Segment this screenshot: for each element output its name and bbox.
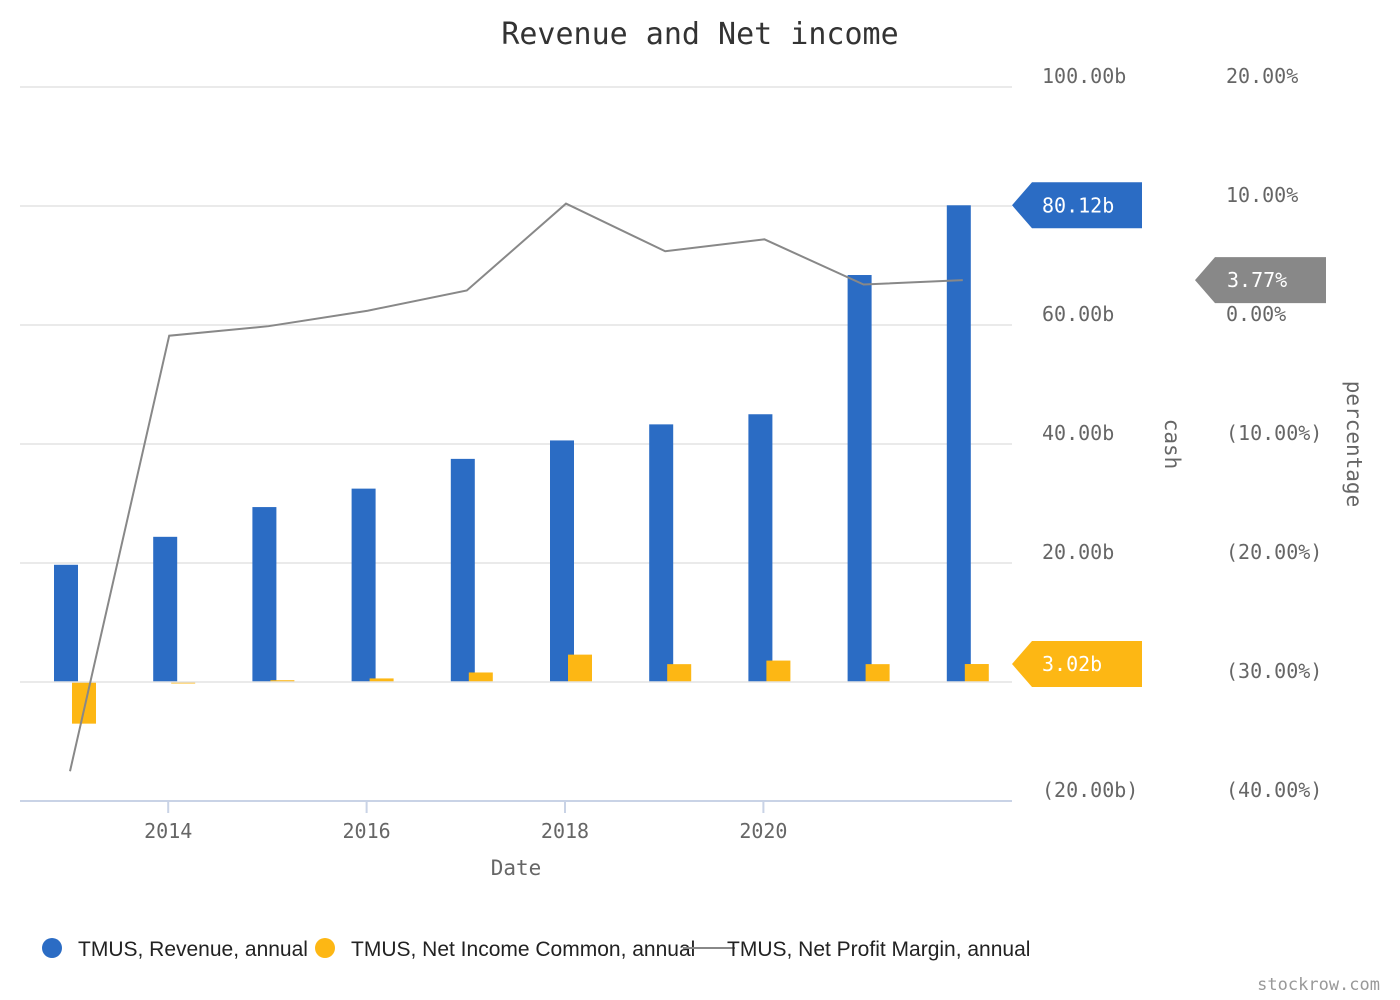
badge-3.02b: 3.02b xyxy=(1012,641,1142,688)
legend-marker xyxy=(315,938,335,958)
badge-label: 3.02b xyxy=(1042,652,1102,676)
net-profit-margin-polyline xyxy=(69,202,963,772)
revenue-bar-2021 xyxy=(847,275,872,682)
legend-item: TMUS, Revenue, annual xyxy=(42,938,308,961)
legend-marker xyxy=(42,938,62,958)
net-income-bar-2015 xyxy=(270,680,295,682)
badge-label: 3.77% xyxy=(1227,268,1287,292)
chart-title: Revenue and Net income xyxy=(501,17,898,52)
revenue-bar-2020 xyxy=(748,414,773,682)
x-tick-label: 2018 xyxy=(541,819,589,843)
net-income-bar-2021 xyxy=(865,664,890,682)
revenue-bar-2013 xyxy=(54,564,78,682)
x-tick-label: 2014 xyxy=(144,819,192,843)
y2-tick-label: (20.00%) xyxy=(1226,540,1322,564)
badge-3.77%: 3.77% xyxy=(1195,257,1326,304)
y2-tick-label: (30.00%) xyxy=(1226,659,1322,683)
left-axis-title: cash xyxy=(1160,419,1184,470)
x-axis: 2014 2016 2018 2020 xyxy=(144,801,787,843)
net-income-bar-2013 xyxy=(72,682,96,724)
legend-label: TMUS, Revenue, annual xyxy=(78,938,308,961)
legend-label: TMUS, Net Profit Margin, annual xyxy=(727,938,1030,961)
badge-shape xyxy=(1195,257,1326,304)
y2-tick-label: 20.00% xyxy=(1226,64,1298,88)
y2-tick-label: (40.00%) xyxy=(1226,778,1322,802)
y-tick-label: (20.00b) xyxy=(1042,778,1138,802)
x-tick-label: 2020 xyxy=(739,819,787,843)
net-income-bar-2018 xyxy=(568,654,592,682)
net-profit-margin-line xyxy=(69,202,963,772)
revenue-bar-2014 xyxy=(153,536,178,682)
legend: TMUS, Revenue, annual TMUS, Net Income Co… xyxy=(42,938,1030,961)
y-tick-label: 20.00b xyxy=(1042,540,1114,564)
x-axis-title: Date xyxy=(491,856,542,880)
revenue-bar-2022 xyxy=(946,205,971,682)
legend-item: TMUS, Net Profit Margin, annual xyxy=(683,938,1030,961)
badge-label: 80.12b xyxy=(1042,193,1114,217)
revenue-bars xyxy=(54,205,971,682)
badge-shape xyxy=(1012,641,1142,688)
y-tick-label: 100.00b xyxy=(1042,64,1126,88)
y2-tick-label: 0.00% xyxy=(1226,302,1286,326)
net-income-bar-2019 xyxy=(667,664,692,682)
gridlines xyxy=(20,86,1012,802)
y2-tick-label: 10.00% xyxy=(1226,183,1298,207)
y2-tick-label: (10.00%) xyxy=(1226,421,1322,445)
net-income-bars xyxy=(72,654,989,724)
revenue-bar-2017 xyxy=(450,458,475,682)
legend-item: TMUS, Net Income Common, annual xyxy=(315,938,695,961)
revenue-bar-2015 xyxy=(252,507,277,682)
right-axis-title: percentage xyxy=(1342,381,1366,507)
right-axis-ticks: (40.00%) (30.00%) (20.00%) (10.00%) 0.00% 10.… xyxy=(1226,64,1322,802)
revenue-bar-2019 xyxy=(649,424,674,682)
net-income-bar-2017 xyxy=(468,672,493,682)
revenue-bar-2018 xyxy=(550,440,574,682)
y-tick-label: 40.00b xyxy=(1042,421,1114,445)
credit-text: stockrow.com xyxy=(1257,975,1380,995)
legend-label: TMUS, Net Income Common, annual xyxy=(351,938,695,961)
badge-80.12b: 80.12b xyxy=(1012,182,1142,229)
y-tick-label: 60.00b xyxy=(1042,302,1114,326)
last-value-badges: 80.12b 3.02b 3.77% xyxy=(1012,182,1326,688)
x-tick-label: 2016 xyxy=(343,819,391,843)
net-income-bar-2020 xyxy=(766,660,791,682)
badge-shape xyxy=(1012,182,1142,229)
revenue-bar-2016 xyxy=(351,488,376,682)
net-income-bar-2016 xyxy=(369,678,394,682)
net-income-bar-2022 xyxy=(964,664,989,682)
